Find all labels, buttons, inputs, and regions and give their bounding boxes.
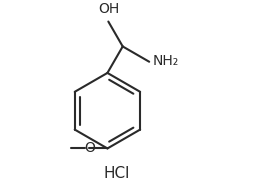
Text: HCl: HCl (103, 166, 130, 181)
Text: OH: OH (99, 2, 120, 16)
Text: O: O (84, 141, 95, 155)
Text: NH₂: NH₂ (153, 54, 179, 68)
